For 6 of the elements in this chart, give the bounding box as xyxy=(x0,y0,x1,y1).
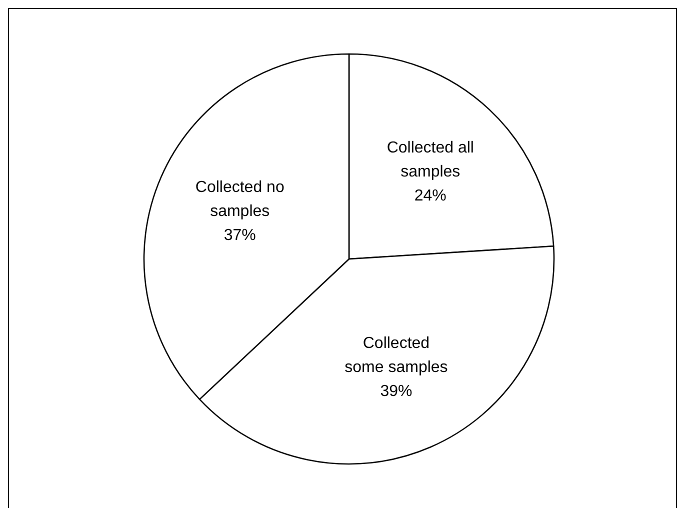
slice-label: Collected some samples xyxy=(344,335,448,376)
slice-label: Collected no samples xyxy=(195,179,284,220)
slice-label: Collected all samples xyxy=(386,140,474,181)
data-label: 37% xyxy=(224,227,256,244)
data-label: 24% xyxy=(414,188,446,205)
data-label: 39% xyxy=(380,383,412,400)
